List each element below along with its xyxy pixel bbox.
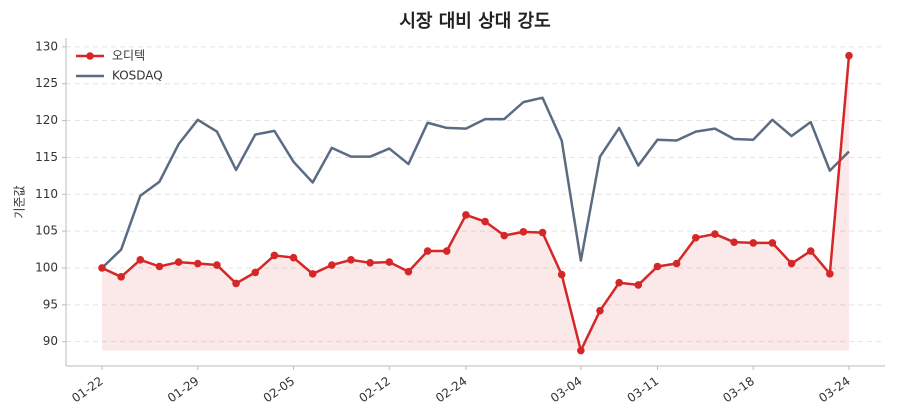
point (98, 264, 106, 272)
point (289, 253, 298, 262)
point (806, 247, 815, 255)
chart-title: 시장 대비 상대 강도 (399, 11, 550, 32)
legend-marker (86, 52, 94, 60)
x-tick-label: 02-12 (356, 374, 393, 405)
point (193, 259, 202, 268)
point (691, 233, 700, 242)
point (462, 211, 470, 219)
point (117, 273, 125, 281)
point (155, 262, 164, 271)
legend-label: 오디텍 (112, 49, 145, 63)
y-tick-label: 90 (43, 334, 58, 348)
point (270, 251, 279, 260)
point (328, 261, 336, 269)
y-tick-label: 110 (35, 187, 58, 201)
y-axis-label: 기준값 (13, 185, 27, 218)
point (596, 306, 604, 315)
point (845, 51, 853, 60)
line (101, 55, 851, 352)
x-tick-label: 03-04 (548, 374, 585, 405)
y-tick-label: 125 (35, 76, 58, 90)
point (308, 270, 317, 278)
y-tick-label: 115 (35, 150, 58, 164)
point (251, 268, 260, 277)
x-tick-label: 03-18 (720, 374, 757, 405)
point (749, 239, 758, 247)
point (232, 279, 240, 288)
point (711, 230, 719, 238)
point (730, 238, 738, 246)
point (557, 270, 566, 279)
point (442, 247, 451, 255)
point (174, 258, 183, 266)
point (577, 346, 585, 355)
y-tick-label: 95 (43, 297, 58, 311)
y-tick-label: 130 (35, 39, 58, 53)
area-fill (102, 55, 849, 351)
point (519, 228, 528, 236)
line (101, 96, 850, 269)
point (366, 259, 374, 267)
legend-label: KOSDAQ (112, 69, 163, 83)
point (672, 259, 681, 268)
point (826, 270, 834, 278)
x-tick-label: 02-24 (433, 374, 470, 405)
y-tick-label: 120 (35, 113, 58, 127)
point (538, 228, 547, 237)
point (423, 247, 432, 255)
point (500, 231, 509, 240)
point (787, 259, 796, 268)
x-tick-label: 02-05 (261, 374, 298, 405)
point (768, 239, 777, 247)
x-tick-label: 01-29 (165, 374, 202, 405)
y-tick-label: 100 (35, 260, 58, 274)
point (385, 258, 394, 266)
x-tick-label: 03-11 (625, 374, 662, 405)
point (481, 217, 489, 226)
point (653, 262, 662, 271)
x-tick-label: 01-22 (69, 374, 106, 405)
point (615, 278, 623, 287)
point (213, 261, 221, 269)
point (404, 267, 413, 276)
y-tick-label: 105 (35, 224, 58, 238)
point (136, 256, 145, 264)
point (634, 281, 643, 289)
point (347, 256, 355, 264)
x-tick-label: 03-24 (816, 374, 853, 405)
